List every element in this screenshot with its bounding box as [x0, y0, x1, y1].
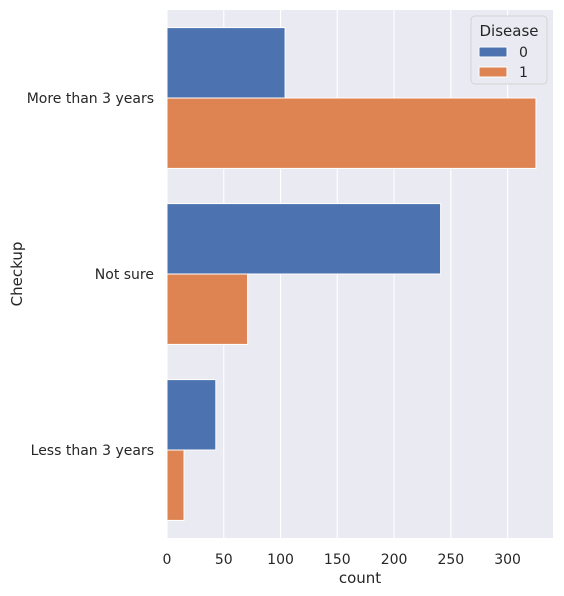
x-tick-label: 150	[324, 552, 351, 568]
legend-swatch	[478, 66, 508, 78]
bar	[166, 273, 249, 345]
x-tick-label: 250	[437, 552, 464, 568]
legend-swatch	[478, 46, 508, 58]
x-tick-label: 300	[494, 552, 521, 568]
y-tick-label: Less than 3 years	[31, 443, 154, 459]
x-tick-label: 50	[215, 552, 233, 568]
x-axis-label: count	[339, 569, 381, 587]
legend-label: 0	[519, 45, 528, 61]
legend-label: 1	[519, 65, 528, 81]
bar	[166, 449, 185, 521]
legend: Disease 01	[470, 15, 548, 85]
bar	[166, 379, 217, 451]
y-tick-labels: More than 3 years Not sure Less than 3 yea…	[27, 91, 154, 459]
x-tick-labels: 0 50 100 150 200 250 300	[163, 552, 521, 568]
bar	[166, 97, 537, 169]
legend-items: 01	[478, 45, 528, 81]
legend-title: Disease	[480, 22, 539, 40]
bar	[166, 27, 286, 99]
y-tick-label: Not sure	[95, 267, 154, 283]
bars	[166, 27, 537, 521]
x-tick-label: 200	[381, 552, 408, 568]
bar	[166, 203, 442, 275]
y-tick-label: More than 3 years	[27, 91, 154, 107]
x-tick-label: 100	[267, 552, 294, 568]
y-axis-label: Checkup	[8, 242, 26, 307]
x-tick-label: 0	[163, 552, 172, 568]
